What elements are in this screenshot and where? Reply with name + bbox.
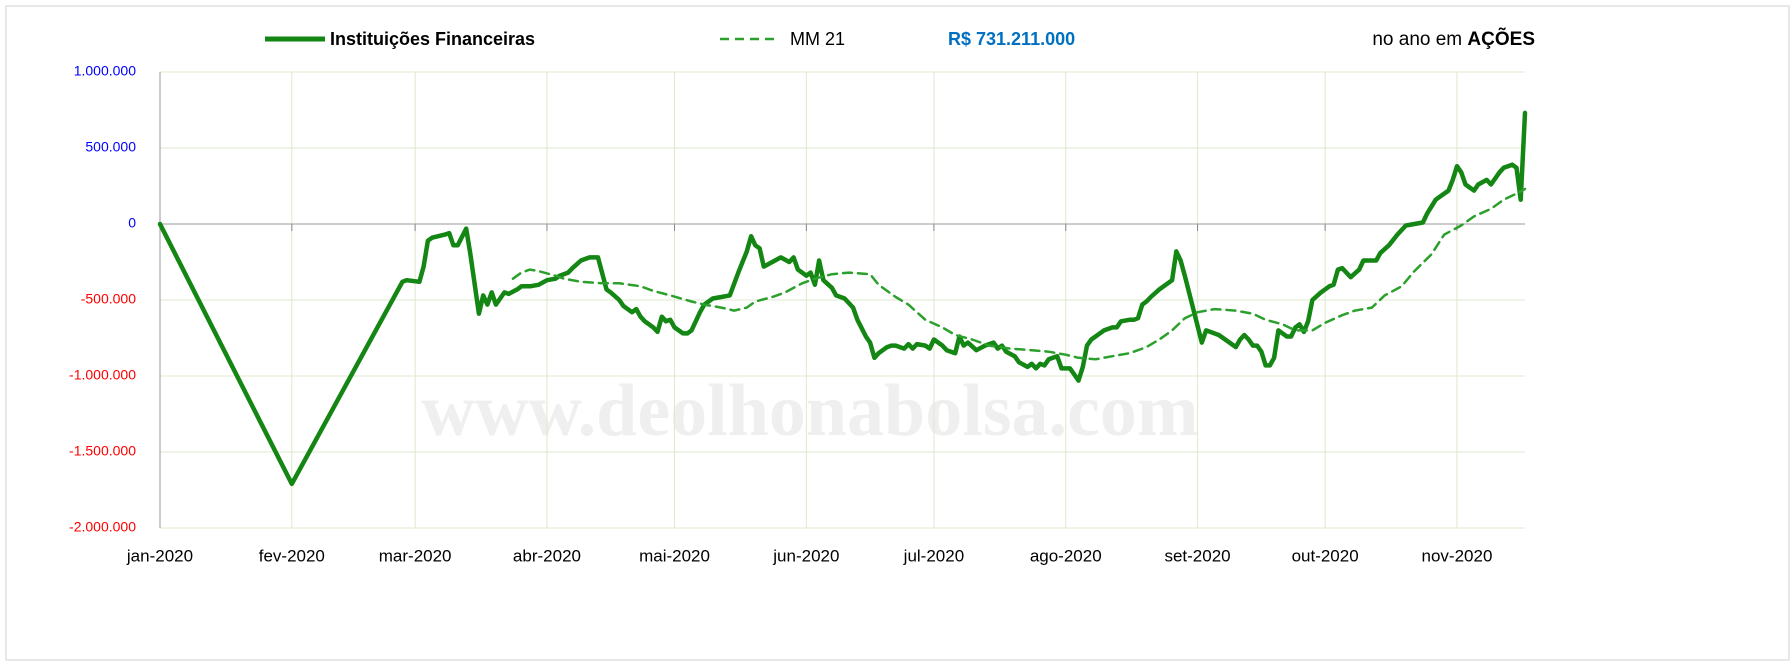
x-tick-label: mai-2020 <box>639 546 710 565</box>
x-tick-label: nov-2020 <box>1422 546 1493 565</box>
annotation: R$ 731.211.000 <box>948 29 1075 49</box>
x-tick-label: mar-2020 <box>379 546 452 565</box>
watermark: www.deolhonabolsa.com <box>421 370 1198 452</box>
note-bold: AÇÕES <box>1467 28 1535 50</box>
x-tick-label: jan-2020 <box>126 546 193 565</box>
y-tick-label: -2.000.000 <box>69 519 136 535</box>
legend-label: Instituições Financeiras <box>330 29 535 49</box>
series-line <box>157 110 1528 487</box>
y-tick-label: 500.000 <box>85 139 136 155</box>
x-tick-label: set-2020 <box>1164 546 1230 565</box>
chart-frame <box>5 5 1790 661</box>
x-tick-label: fev-2020 <box>259 546 325 565</box>
x-tick-label: jul-2020 <box>903 546 965 565</box>
x-tick-label: out-2020 <box>1292 546 1359 565</box>
y-tick-label: 0 <box>128 215 136 231</box>
note: no ano em AÇÕES <box>1372 28 1535 50</box>
y-tick-label: 1.000.000 <box>74 63 136 79</box>
series-line <box>511 187 1527 361</box>
note-text: no ano em <box>1372 29 1462 50</box>
x-tick-label: ago-2020 <box>1030 546 1102 565</box>
y-tick-label: -1.000.000 <box>69 367 136 383</box>
y-tick-label: -1.500.000 <box>69 443 136 459</box>
x-tick-label: abr-2020 <box>513 546 581 565</box>
x-tick-label: jun-2020 <box>772 546 839 565</box>
y-tick-label: -500.000 <box>81 291 136 307</box>
legend-label: MM 21 <box>790 29 845 49</box>
